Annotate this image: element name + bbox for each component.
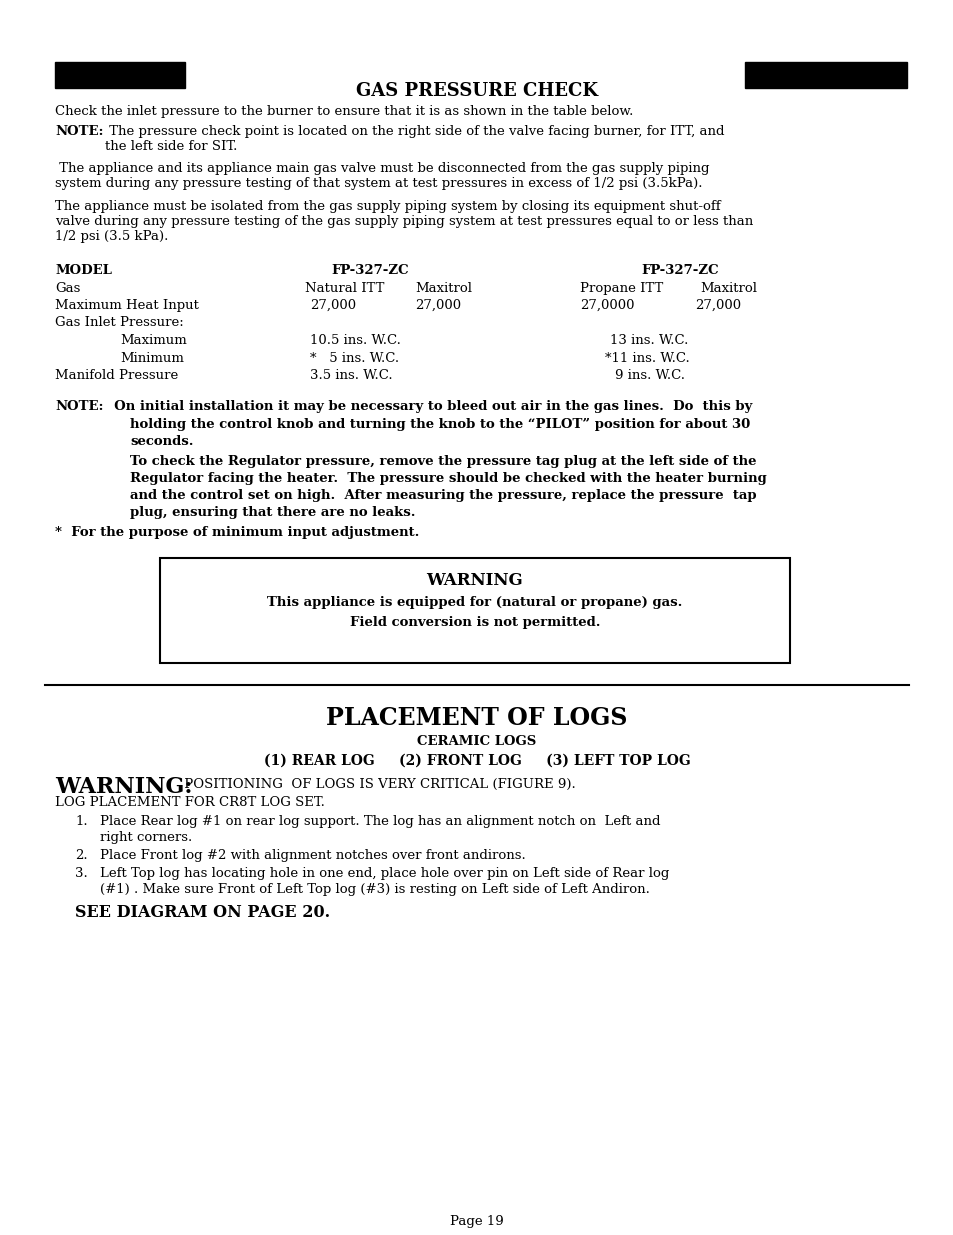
Text: 10.5 ins. W.C.: 10.5 ins. W.C. [310,333,400,347]
Text: To check the Regulator pressure, remove the pressure tag plug at the left side o: To check the Regulator pressure, remove … [130,454,756,468]
Text: The pressure check point is located on the right side of the valve facing burner: The pressure check point is located on t… [105,125,723,138]
Text: LOG PLACEMENT FOR CR8T LOG SET.: LOG PLACEMENT FOR CR8T LOG SET. [55,797,325,809]
Text: FP-327-ZC: FP-327-ZC [640,264,718,277]
Text: 27,0000: 27,0000 [579,299,634,312]
Text: *   5 ins. W.C.: * 5 ins. W.C. [310,352,398,366]
Text: system during any pressure testing of that system at test pressures in excess of: system during any pressure testing of th… [55,177,701,190]
Text: 3.5 ins. W.C.: 3.5 ins. W.C. [310,369,393,382]
Text: *  For the purpose of minimum input adjustment.: * For the purpose of minimum input adjus… [55,526,419,538]
Bar [160,558,789,663]
Text: On initial installation it may be necessary to bleed out air in the gas lines.  : On initial installation it may be necess… [105,400,752,412]
Text: (1) REAR LOG     (2) FRONT LOG     (3) LEFT TOP LOG: (1) REAR LOG (2) FRONT LOG (3) LEFT TOP … [263,755,690,768]
Bar [55,62,185,88]
Text: 3.: 3. [75,867,88,881]
Text: 2.: 2. [75,848,88,862]
Text: Regulator facing the heater.  The pressure should be checked with the heater bur: Regulator facing the heater. The pressur… [130,472,766,485]
Text: Left Top log has locating hole in one end, place hole over pin on Left side of R: Left Top log has locating hole in one en… [100,867,669,881]
Text: POSITIONING  OF LOGS IS VERY CRITICAL (FIGURE 9).: POSITIONING OF LOGS IS VERY CRITICAL (FI… [180,778,576,790]
Text: holding the control knob and turning the knob to the “PILOT” position for about : holding the control knob and turning the… [130,417,749,431]
Text: Check the inlet pressure to the burner to ensure that it is as shown in the tabl: Check the inlet pressure to the burner t… [55,105,633,119]
Text: Field conversion is not permitted.: Field conversion is not permitted. [350,616,599,629]
Text: NOTE:: NOTE: [55,125,103,138]
Text: the left side for SIT.: the left side for SIT. [105,140,237,153]
Text: seconds.: seconds. [130,435,193,448]
Text: Maximum Heat Input: Maximum Heat Input [55,299,198,312]
Text: Manifold Pressure: Manifold Pressure [55,369,178,382]
Bar [744,62,906,88]
Text: PLACEMENT OF LOGS: PLACEMENT OF LOGS [326,706,627,730]
Text: GAS PRESSURE CHECK: GAS PRESSURE CHECK [355,82,598,100]
Text: FP-327-ZC: FP-327-ZC [331,264,409,277]
Text: 27,000: 27,000 [695,299,740,312]
Text: *11 ins. W.C.: *11 ins. W.C. [604,352,689,366]
Text: Place Rear log #1 on rear log support. The log has an alignment notch on  Left a: Place Rear log #1 on rear log support. T… [100,815,659,827]
Text: 27,000: 27,000 [310,299,355,312]
Text: WARNING: WARNING [426,572,523,589]
Text: Minimum: Minimum [120,352,184,366]
Text: Gas Inlet Pressure:: Gas Inlet Pressure: [55,316,184,329]
Text: Natural ITT: Natural ITT [305,282,384,295]
Text: Maximum: Maximum [120,333,187,347]
Text: CERAMIC LOGS: CERAMIC LOGS [416,735,536,748]
Text: right corners.: right corners. [100,831,193,844]
Text: WARNING:: WARNING: [55,776,193,798]
Text: plug, ensuring that there are no leaks.: plug, ensuring that there are no leaks. [130,506,416,519]
Text: 9 ins. W.C.: 9 ins. W.C. [615,369,684,382]
Text: Gas: Gas [55,282,80,295]
Text: Maxitrol: Maxitrol [415,282,472,295]
Text: (#1) . Make sure Front of Left Top log (#3) is resting on Left side of Left Andi: (#1) . Make sure Front of Left Top log (… [100,883,649,897]
Text: 27,000: 27,000 [415,299,460,312]
Text: 1/2 psi (3.5 kPa).: 1/2 psi (3.5 kPa). [55,230,168,243]
Text: Place Front log #2 with alignment notches over front andirons.: Place Front log #2 with alignment notche… [100,848,525,862]
Text: This appliance is equipped for (natural or propane) gas.: This appliance is equipped for (natural … [267,597,682,609]
Text: and the control set on high.  After measuring the pressure, replace the pressure: and the control set on high. After measu… [130,489,756,501]
Text: 1.: 1. [75,815,88,827]
Text: NOTE:: NOTE: [55,400,103,412]
Text: 13 ins. W.C.: 13 ins. W.C. [609,333,688,347]
Text: The appliance must be isolated from the gas supply piping system by closing its : The appliance must be isolated from the … [55,200,720,212]
Text: The appliance and its appliance main gas valve must be disconnected from the gas: The appliance and its appliance main gas… [55,162,709,175]
Text: SEE DIAGRAM ON PAGE 20.: SEE DIAGRAM ON PAGE 20. [75,904,330,921]
Text: valve during any pressure testing of the gas supply piping system at test pressu: valve during any pressure testing of the… [55,215,753,228]
Text: Page 19: Page 19 [450,1215,503,1228]
Text: Maxitrol: Maxitrol [700,282,757,295]
Text: Propane ITT: Propane ITT [579,282,662,295]
Text: MODEL: MODEL [55,264,112,277]
